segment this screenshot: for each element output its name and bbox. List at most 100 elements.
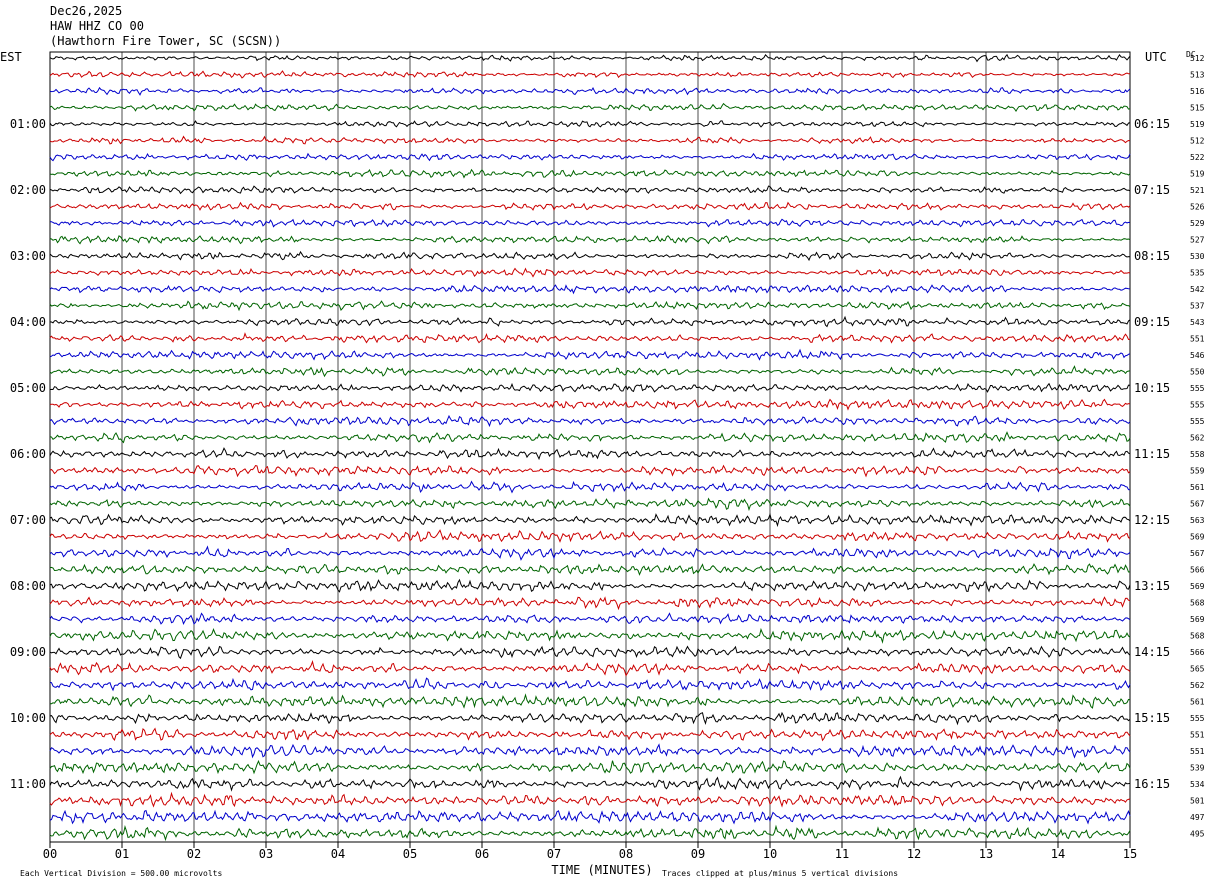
seismic-trace bbox=[49, 120, 1131, 128]
seismic-trace bbox=[49, 711, 1131, 726]
right-hour-label: 07:15 bbox=[1134, 183, 1170, 197]
plot-frame bbox=[49, 51, 1131, 843]
seismic-trace bbox=[49, 152, 1131, 162]
right-hour-label: 12:15 bbox=[1134, 513, 1170, 527]
seismic-trace bbox=[49, 759, 1131, 775]
left-hour-label: 11:00 bbox=[10, 777, 46, 791]
plot-date: Dec26,2025 bbox=[50, 4, 123, 18]
dc-offset-label: 568 bbox=[1190, 632, 1205, 641]
seismic-trace bbox=[49, 135, 1131, 145]
dc-offset-label: 521 bbox=[1190, 186, 1205, 195]
seismic-trace bbox=[49, 743, 1131, 759]
seismic-trace bbox=[49, 284, 1131, 295]
seismic-trace bbox=[49, 168, 1131, 179]
seismic-trace bbox=[49, 775, 1131, 792]
x-tick-label: 12 bbox=[907, 847, 921, 861]
left-hour-label: 06:00 bbox=[10, 447, 46, 461]
seismic-trace bbox=[49, 70, 1131, 79]
dc-offset-label: 519 bbox=[1190, 170, 1205, 179]
seismic-trace bbox=[49, 365, 1131, 378]
seismic-trace bbox=[49, 447, 1131, 461]
seismic-trace bbox=[49, 86, 1131, 96]
seismic-trace bbox=[49, 250, 1131, 262]
dc-offset-label: 569 bbox=[1190, 582, 1205, 591]
right-hour-label: 09:15 bbox=[1134, 315, 1170, 329]
scale-note: Each Vertical Division = 500.00 microvol… bbox=[20, 869, 222, 878]
dc-offset-label: 567 bbox=[1190, 500, 1205, 509]
dc-offset-label: 555 bbox=[1190, 417, 1205, 426]
right-hour-label: 16:15 bbox=[1134, 777, 1170, 791]
right-hour-label: 10:15 bbox=[1134, 381, 1170, 395]
left-hour-label: 05:00 bbox=[10, 381, 46, 395]
x-tick-label: 09 bbox=[691, 847, 705, 861]
seismic-trace bbox=[49, 627, 1131, 644]
station-location: (Hawthorn Fire Tower, SC (SCSN)) bbox=[50, 34, 282, 48]
dc-offset-label: 529 bbox=[1190, 219, 1205, 228]
dc-offset-label: 562 bbox=[1190, 681, 1205, 690]
x-tick-label: 01 bbox=[115, 847, 129, 861]
dc-offset-label: 566 bbox=[1190, 566, 1205, 575]
dc-offset-label: 561 bbox=[1190, 483, 1205, 492]
dc-offset-label: 551 bbox=[1190, 731, 1205, 740]
seismic-trace bbox=[49, 315, 1131, 328]
dc-offset-label: 555 bbox=[1190, 384, 1205, 393]
seismic-trace bbox=[49, 480, 1131, 494]
x-tick-label: 10 bbox=[763, 847, 777, 861]
dc-offset-label: 568 bbox=[1190, 599, 1205, 608]
right-hour-label: 14:15 bbox=[1134, 645, 1170, 659]
trace-group bbox=[49, 53, 1131, 842]
left-hour-label: 10:00 bbox=[10, 711, 46, 725]
seismic-trace bbox=[49, 578, 1131, 593]
dc-offset-label: 562 bbox=[1190, 434, 1205, 443]
dc-offset-label: 512 bbox=[1190, 54, 1205, 63]
seismic-trace bbox=[49, 824, 1131, 842]
seismic-trace bbox=[49, 300, 1131, 312]
seismic-trace bbox=[49, 464, 1131, 478]
dc-offset-label: 537 bbox=[1190, 302, 1205, 311]
seismic-trace bbox=[49, 596, 1131, 611]
dc-offset-label: 522 bbox=[1190, 153, 1205, 162]
x-tick-label: 08 bbox=[619, 847, 633, 861]
seismic-trace bbox=[49, 235, 1131, 245]
seismic-trace bbox=[49, 545, 1131, 561]
dc-offset-label: 501 bbox=[1190, 797, 1205, 806]
dc-offset-label: 497 bbox=[1190, 813, 1205, 822]
x-tick-label: 02 bbox=[187, 847, 201, 861]
station-code: HAW HHZ CO 00 bbox=[50, 19, 144, 33]
seismic-trace bbox=[49, 348, 1131, 361]
seismic-trace bbox=[49, 512, 1131, 528]
dc-offset-label: 542 bbox=[1190, 285, 1205, 294]
dc-offset-label: 563 bbox=[1190, 516, 1205, 525]
left-hour-label: 04:00 bbox=[10, 315, 46, 329]
right-hour-label: 11:15 bbox=[1134, 447, 1170, 461]
x-tick-label: 03 bbox=[259, 847, 273, 861]
dc-header-label: DC bbox=[1186, 50, 1196, 59]
dc-offset-label: 569 bbox=[1190, 615, 1205, 624]
seismic-trace bbox=[49, 660, 1131, 677]
right-timezone-label: UTC bbox=[1145, 50, 1167, 64]
seismic-trace bbox=[49, 809, 1131, 825]
seismic-trace bbox=[49, 382, 1131, 393]
dc-offset-label: 530 bbox=[1190, 252, 1205, 261]
seismic-trace bbox=[49, 414, 1131, 428]
dc-offset-label: 565 bbox=[1190, 665, 1205, 674]
x-axis-title: TIME (MINUTES) bbox=[551, 863, 652, 877]
seismic-trace bbox=[49, 529, 1131, 543]
time-grid bbox=[49, 51, 1131, 848]
x-tick-label: 14 bbox=[1051, 847, 1065, 861]
dc-offset-label: 546 bbox=[1190, 351, 1205, 360]
dc-offset-label: 543 bbox=[1190, 318, 1205, 327]
left-hour-label: 08:00 bbox=[10, 579, 46, 593]
x-tick-label: 13 bbox=[979, 847, 993, 861]
seismic-trace bbox=[49, 693, 1131, 709]
seismic-trace bbox=[49, 267, 1131, 278]
seismic-trace bbox=[49, 563, 1131, 576]
seismic-trace bbox=[49, 398, 1131, 411]
dc-offset-label: 495 bbox=[1190, 830, 1205, 839]
dc-offset-label: 527 bbox=[1190, 236, 1205, 245]
left-hour-label: 03:00 bbox=[10, 249, 46, 263]
dc-offset-label: 515 bbox=[1190, 104, 1205, 113]
axis-labels: 00 01 02 03 04 05 06 07 08 09 10 11 12 13 14 15 512 513 51… bbox=[0, 50, 1205, 878]
dc-offset-label: 558 bbox=[1190, 450, 1205, 459]
